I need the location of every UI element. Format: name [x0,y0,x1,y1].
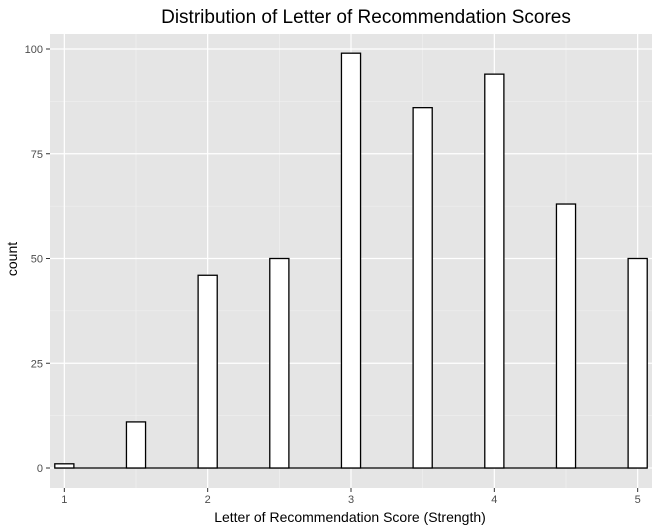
histogram-bar [197,274,218,469]
y-tick-label: 25 [31,358,43,370]
chart-title: Distribution of Letter of Recommendation… [161,7,571,28]
y-axis-ticks: 0 25 50 75 100 [25,44,50,475]
histogram-bar [555,203,577,469]
histogram-bar [269,257,290,469]
x-axis-ticks: 1 2 3 4 5 [61,488,641,506]
x-tick-label: 4 [491,494,497,506]
x-tick-label: 1 [61,494,67,506]
y-axis-title: count [4,242,20,276]
x-axis-title: Letter of Recommendation Score (Strength… [214,509,486,525]
histogram-bar [484,73,505,469]
y-tick-label: 75 [31,149,43,161]
histogram-bar [54,463,75,469]
histogram-bar [125,421,147,469]
histogram-bar [412,107,433,469]
histogram-bar [340,52,362,469]
histogram-bar [627,257,648,469]
x-tick-label: 2 [205,494,211,506]
y-tick-label: 0 [37,463,43,475]
x-tick-label: 5 [635,494,641,506]
y-tick-label: 100 [25,44,43,56]
histogram-bars [54,52,648,469]
x-tick-label: 3 [348,494,354,506]
y-tick-label: 50 [31,254,43,266]
